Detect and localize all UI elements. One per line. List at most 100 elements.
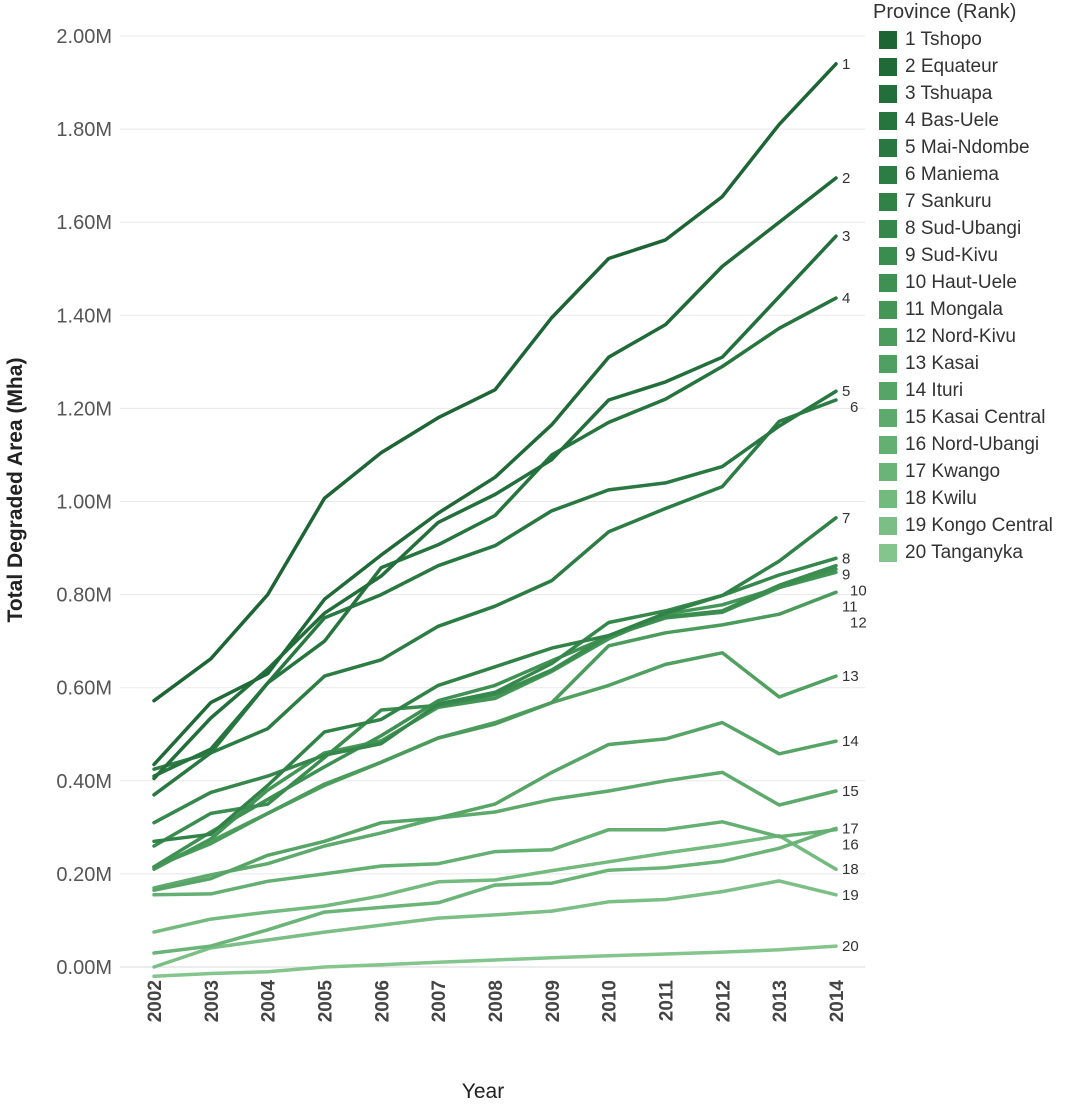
series-line-1	[152, 62, 838, 703]
legend-item-20[interactable]: 20 Tanganyka	[873, 539, 1084, 566]
legend-label: 11 Mongala	[905, 298, 1003, 320]
rank-label-20: 20	[842, 938, 859, 955]
legend-label: 10 Haut-Uele	[905, 271, 1017, 293]
y-tick-label: 1.80M	[56, 119, 112, 141]
series-line-15	[152, 770, 838, 890]
y-tick-label: 1.40M	[56, 305, 112, 327]
legend-item-6[interactable]: 6 Maniema	[873, 161, 1084, 188]
legend-label: 14 Ituri	[905, 379, 964, 401]
legend-label: 3 Tshuapa	[905, 82, 993, 104]
rank-label-8: 8	[842, 550, 850, 567]
legend-label: 6 Maniema	[905, 163, 999, 185]
legend-swatch	[879, 246, 897, 265]
legend-swatch	[879, 462, 897, 481]
y-tick-label: 0.40M	[56, 771, 112, 793]
legend-item-16[interactable]: 16 Nord-Ubangi	[873, 431, 1084, 458]
rank-label-7: 7	[842, 510, 850, 527]
legend-swatch	[879, 57, 897, 76]
legend-label: 12 Nord-Kivu	[905, 325, 1016, 347]
rank-label-9: 9	[842, 566, 850, 583]
legend-item-8[interactable]: 8 Sud-Ubangi	[873, 215, 1084, 242]
legend-item-18[interactable]: 18 Kwilu	[873, 485, 1084, 512]
legend-swatch	[879, 273, 897, 292]
x-tick-label: 2013	[770, 980, 791, 1022]
rank-label-3: 3	[842, 228, 850, 245]
series-line-10	[152, 567, 838, 869]
legend-item-17[interactable]: 17 Kwango	[873, 458, 1084, 485]
legend-label: 8 Sud-Ubangi	[905, 217, 1022, 239]
x-tick-label: 2010	[600, 980, 621, 1022]
legend-swatch	[879, 192, 897, 211]
series-line-2	[152, 176, 838, 767]
legend-label: 4 Bas-Uele	[905, 109, 999, 131]
legend-item-15[interactable]: 15 Kasai Central	[873, 404, 1084, 431]
rank-label-2: 2	[842, 170, 850, 187]
x-tick-label: 2009	[543, 980, 564, 1022]
y-tick-label: 0.00M	[56, 957, 112, 979]
legend-item-9[interactable]: 9 Sud-Kivu	[873, 242, 1084, 269]
series-line-14	[152, 720, 838, 892]
legend-item-12[interactable]: 12 Nord-Kivu	[873, 323, 1084, 350]
rank-label-5: 5	[842, 383, 850, 400]
x-axis-ticks: 2002 2003 2004 2005 2006 2007 2008 2009 2010 2011…	[145, 980, 848, 1023]
legend-item-14[interactable]: 14 Ituri	[873, 377, 1084, 404]
rank-label-1: 1	[842, 56, 850, 73]
legend-swatch	[879, 300, 897, 319]
series-line-8	[152, 556, 838, 825]
legend-item-13[interactable]: 13 Kasai	[873, 350, 1084, 377]
legend-swatch	[879, 354, 897, 373]
series-line-6	[152, 398, 838, 771]
series-line-3	[152, 234, 838, 781]
legend-label: 9 Sud-Kivu	[905, 244, 998, 266]
legend-label: 2 Equateur	[905, 55, 998, 77]
series-line-17	[152, 826, 838, 955]
rank-label-13: 13	[842, 668, 859, 685]
x-tick-label: 2003	[202, 980, 223, 1022]
legend-swatch	[879, 219, 897, 238]
legend-item-1[interactable]: 1 Tshopo	[873, 26, 1084, 53]
legend-label: 13 Kasai	[905, 352, 979, 374]
legend-item-7[interactable]: 7 Sankuru	[873, 188, 1084, 215]
x-tick-label: 2008	[486, 980, 507, 1022]
gridlines	[120, 35, 865, 968]
series-line-4	[152, 296, 838, 778]
x-axis-title: Year	[462, 1080, 504, 1103]
legend-label: 7 Sankuru	[905, 190, 992, 212]
y-axis-title: Total Degraded Area (Mha)	[4, 358, 27, 623]
y-axis-ticks: 0.00M 0.20M 0.40M 0.60M 0.80M 1.00M 1.20M 1.40M…	[56, 26, 112, 979]
series-line-20	[152, 944, 838, 979]
y-tick-label: 2.00M	[56, 26, 112, 48]
legend-swatch	[879, 165, 897, 184]
rank-label-16: 16	[842, 836, 859, 853]
rank-label-6: 6	[850, 399, 858, 416]
legend-swatch	[879, 84, 897, 103]
x-tick-label: 2005	[316, 980, 337, 1023]
legend-label: 20 Tanganyka	[905, 541, 1023, 563]
legend-item-10[interactable]: 10 Haut-Uele	[873, 269, 1084, 296]
legend-swatch	[879, 489, 897, 508]
legend-title: Province (Rank)	[873, 1, 1017, 23]
y-tick-label: 1.20M	[56, 398, 112, 420]
x-tick-label: 2012	[713, 980, 734, 1022]
series-line-18	[152, 833, 838, 934]
series-line-11	[152, 570, 838, 871]
legend-item-11[interactable]: 11 Mongala	[873, 296, 1084, 323]
legend-label: 17 Kwango	[905, 460, 1001, 482]
series-line-9	[152, 563, 838, 848]
legend-item-19[interactable]: 19 Kongo Central	[873, 512, 1084, 539]
rank-label-17: 17	[842, 820, 859, 837]
series-line-12	[152, 590, 838, 869]
legend-label: 1 Tshopo	[905, 28, 982, 50]
legend-item-5[interactable]: 5 Mai-Ndombe	[873, 134, 1084, 161]
y-tick-label: 0.60M	[56, 678, 112, 700]
x-tick-label: 2007	[429, 980, 450, 1022]
series-lines	[152, 62, 838, 979]
series-line-16	[152, 820, 838, 897]
rank-label-11: 11	[842, 598, 858, 615]
rank-label-4: 4	[842, 290, 850, 307]
legend-item-3[interactable]: 3 Tshuapa	[873, 80, 1084, 107]
legend-item-2[interactable]: 2 Equateur	[873, 53, 1084, 80]
legend-label: 15 Kasai Central	[905, 406, 1046, 428]
legend-item-4[interactable]: 4 Bas-Uele	[873, 107, 1084, 134]
